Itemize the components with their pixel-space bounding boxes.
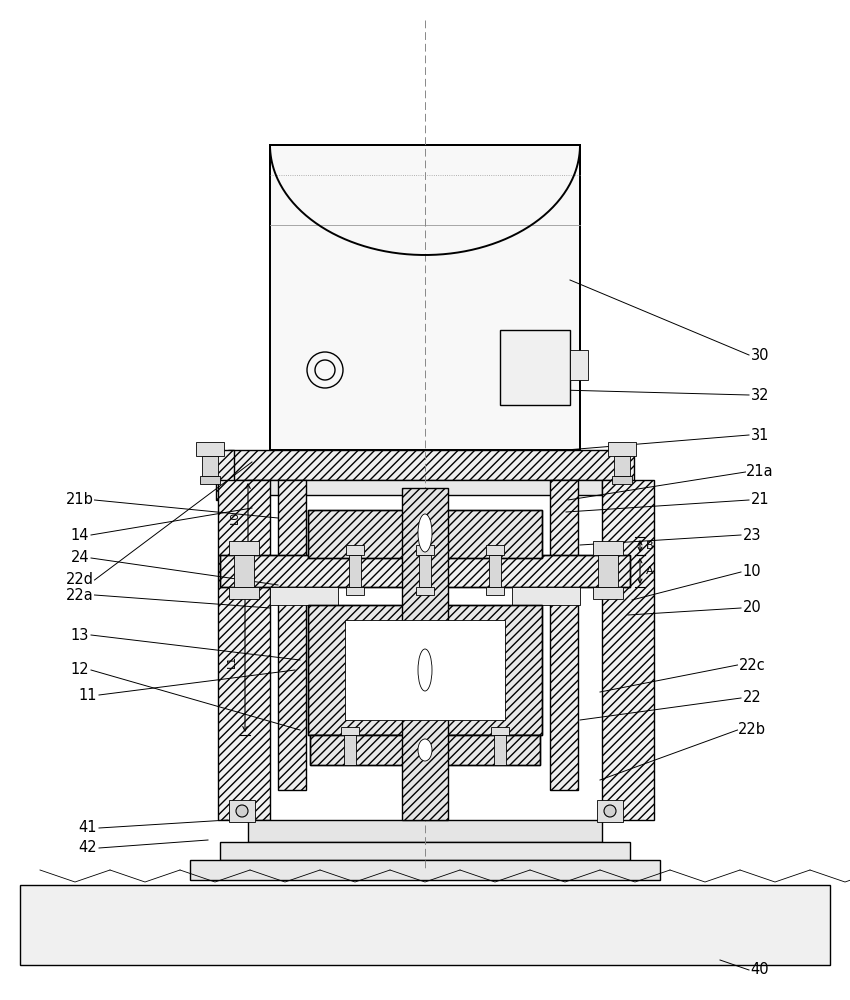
Bar [234,555,254,587]
Bar [491,727,509,735]
Bar [402,488,448,820]
Bar [270,587,338,605]
Bar [593,587,623,599]
Bar [200,476,220,484]
Text: 22b: 22b [738,722,766,738]
Bar [614,456,630,476]
Text: B: B [646,541,654,551]
Bar [550,480,578,790]
Text: 22: 22 [743,690,762,706]
Bar [220,555,630,587]
Bar [229,587,259,599]
Text: 42: 42 [79,840,97,856]
Text: 10: 10 [743,564,762,580]
Ellipse shape [418,649,432,691]
Text: 21a: 21a [746,464,774,480]
Text: 30: 30 [751,348,769,362]
Text: 24: 24 [71,550,89,566]
Bar [308,605,542,735]
Bar [308,510,542,558]
Bar [202,456,218,476]
Text: 23: 23 [743,528,762,542]
Bar [597,800,623,822]
Bar [486,545,504,555]
Circle shape [236,805,248,817]
Bar [229,800,255,822]
Text: 22d: 22d [66,572,94,587]
Text: 22a: 22a [66,587,94,602]
Bar [608,442,636,456]
Ellipse shape [418,514,432,552]
Text: 13: 13 [71,628,89,643]
Bar [308,510,542,558]
Bar [486,587,504,595]
Text: L1: L1 [227,654,237,668]
Bar [612,476,632,484]
Text: 21: 21 [751,492,769,508]
Bar [349,555,361,587]
Bar [344,735,356,765]
Bar [419,555,431,587]
Bar [593,541,623,555]
Bar [602,480,654,820]
Bar [196,442,224,456]
Bar [489,555,501,587]
Text: 40: 40 [751,962,769,978]
Bar [341,727,359,735]
Ellipse shape [418,739,432,761]
Text: 21b: 21b [66,492,94,508]
Text: 32: 32 [751,387,769,402]
Bar [616,450,634,500]
Bar [310,735,540,765]
Bar [248,820,602,842]
Bar [248,480,602,495]
Bar [494,735,506,765]
Bar [218,480,270,820]
Text: 11: 11 [79,688,97,702]
Text: 14: 14 [71,528,89,542]
Bar [346,545,364,555]
Bar [270,145,580,450]
Bar [308,605,542,735]
Text: 31: 31 [751,428,769,442]
Bar [500,330,570,405]
Bar [278,480,306,790]
Text: 12: 12 [71,662,89,678]
Bar [512,587,580,605]
Text: 20: 20 [743,600,762,615]
Bar [20,885,830,965]
Bar [220,555,630,587]
Bar [345,620,505,720]
Bar [220,842,630,860]
Bar [416,587,434,595]
Bar [190,860,660,880]
Bar [598,555,618,587]
Circle shape [604,805,616,817]
Bar [346,587,364,595]
Bar [416,545,434,555]
Bar [229,541,259,555]
Bar [310,735,540,765]
Bar [216,450,234,500]
Text: A: A [646,566,654,576]
Text: 41: 41 [79,820,97,836]
Bar [228,450,622,480]
Text: 22c: 22c [739,658,765,672]
Text: L0: L0 [230,511,240,524]
Bar [570,350,588,380]
